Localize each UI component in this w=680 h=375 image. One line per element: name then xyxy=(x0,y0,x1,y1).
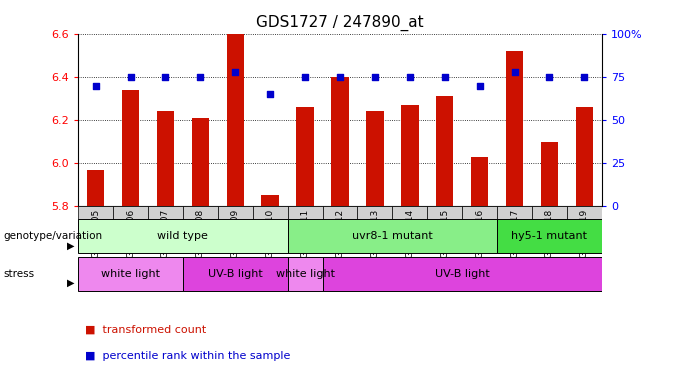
Text: ▶: ▶ xyxy=(67,241,75,250)
Point xyxy=(544,74,555,80)
Bar xyxy=(122,90,139,206)
Point xyxy=(579,74,590,80)
Text: GSM81013: GSM81013 xyxy=(371,209,379,258)
Text: UV-B light: UV-B light xyxy=(435,269,490,279)
Bar xyxy=(226,32,244,206)
Bar xyxy=(192,118,209,206)
Point xyxy=(474,82,485,88)
Bar xyxy=(506,51,524,206)
Text: white light: white light xyxy=(101,269,160,279)
Text: GSM81010: GSM81010 xyxy=(266,209,275,258)
Point xyxy=(125,74,136,80)
Bar xyxy=(78,219,288,253)
Text: genotype/variation: genotype/variation xyxy=(3,231,103,241)
Text: GSM81014: GSM81014 xyxy=(405,209,414,258)
Text: uvr8-1 mutant: uvr8-1 mutant xyxy=(352,231,432,241)
Text: white light: white light xyxy=(275,269,335,279)
Bar xyxy=(541,142,558,206)
Text: hy5-1 mutant: hy5-1 mutant xyxy=(511,231,588,241)
Text: GSM81012: GSM81012 xyxy=(335,209,345,258)
Text: GSM81007: GSM81007 xyxy=(161,209,170,258)
Bar xyxy=(87,170,105,206)
Bar xyxy=(462,206,497,249)
Bar xyxy=(471,157,488,206)
Text: GSM81009: GSM81009 xyxy=(231,209,240,258)
Bar xyxy=(401,105,418,206)
Bar xyxy=(156,111,174,206)
Bar xyxy=(288,206,322,249)
Bar xyxy=(288,257,322,291)
Text: GSM81019: GSM81019 xyxy=(580,209,589,258)
Text: GSM81016: GSM81016 xyxy=(475,209,484,258)
Point xyxy=(195,74,206,80)
Point xyxy=(369,74,380,80)
Point xyxy=(265,91,275,97)
Text: GSM81015: GSM81015 xyxy=(440,209,449,258)
Bar xyxy=(567,206,602,249)
Bar xyxy=(288,219,497,253)
Text: stress: stress xyxy=(3,269,35,279)
Text: wild type: wild type xyxy=(158,231,208,241)
Point xyxy=(90,82,101,88)
Point xyxy=(439,74,450,80)
Bar xyxy=(78,257,183,291)
Point xyxy=(230,69,241,75)
Bar xyxy=(113,206,148,249)
Bar xyxy=(331,77,349,206)
Bar xyxy=(366,111,384,206)
Bar xyxy=(253,206,288,249)
Point xyxy=(335,74,345,80)
Text: GSM81011: GSM81011 xyxy=(301,209,309,258)
Bar xyxy=(392,206,427,249)
Point xyxy=(509,69,520,75)
Bar xyxy=(358,206,392,249)
Bar xyxy=(296,107,313,206)
Bar xyxy=(322,206,358,249)
Bar xyxy=(148,206,183,249)
Text: ■  percentile rank within the sample: ■ percentile rank within the sample xyxy=(85,351,290,361)
Bar xyxy=(183,206,218,249)
Point xyxy=(160,74,171,80)
Point xyxy=(300,74,311,80)
Text: GSM81006: GSM81006 xyxy=(126,209,135,258)
Bar xyxy=(436,96,454,206)
Bar xyxy=(497,206,532,249)
Text: ■  transformed count: ■ transformed count xyxy=(85,325,206,335)
Text: GDS1727 / 247890_at: GDS1727 / 247890_at xyxy=(256,15,424,31)
Bar xyxy=(218,206,253,249)
Bar xyxy=(427,206,462,249)
Bar xyxy=(183,257,288,291)
Text: GSM81005: GSM81005 xyxy=(91,209,100,258)
Text: ▶: ▶ xyxy=(67,278,75,288)
Bar xyxy=(532,206,567,249)
Text: UV-B light: UV-B light xyxy=(208,269,262,279)
Bar xyxy=(497,219,602,253)
Text: GSM81018: GSM81018 xyxy=(545,209,554,258)
Bar xyxy=(575,107,593,206)
Text: GSM81008: GSM81008 xyxy=(196,209,205,258)
Bar xyxy=(261,195,279,206)
Bar xyxy=(322,257,602,291)
Text: GSM81017: GSM81017 xyxy=(510,209,519,258)
Point xyxy=(405,74,415,80)
Bar xyxy=(78,206,113,249)
